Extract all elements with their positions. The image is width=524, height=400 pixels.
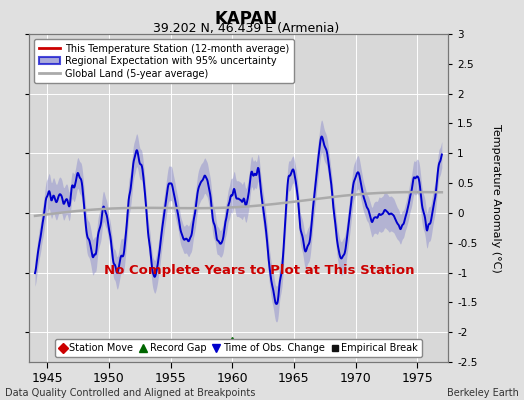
Text: KAPAN: KAPAN	[215, 10, 278, 28]
Text: Berkeley Earth: Berkeley Earth	[447, 388, 519, 398]
Text: Data Quality Controlled and Aligned at Breakpoints: Data Quality Controlled and Aligned at B…	[5, 388, 256, 398]
Y-axis label: Temperature Anomaly (°C): Temperature Anomaly (°C)	[492, 124, 501, 272]
Text: 39.202 N, 46.439 E (Armenia): 39.202 N, 46.439 E (Armenia)	[153, 22, 340, 35]
Legend: Station Move, Record Gap, Time of Obs. Change, Empirical Break: Station Move, Record Gap, Time of Obs. C…	[55, 339, 422, 357]
Text: No Complete Years to Plot at This Station: No Complete Years to Plot at This Statio…	[104, 264, 414, 277]
